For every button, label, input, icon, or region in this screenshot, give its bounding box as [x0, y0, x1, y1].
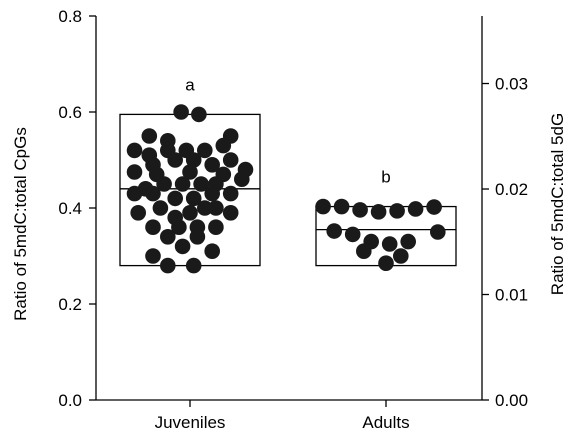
- data-point-juveniles: [156, 176, 172, 192]
- data-point-juveniles: [126, 164, 143, 180]
- left-y-ticks: 0.0 0.2 0.4 0.6 0.8: [58, 7, 96, 410]
- data-point-adults: [352, 202, 368, 218]
- data-point-juveniles: [222, 152, 239, 168]
- left-y-tick-label: 0.4: [58, 199, 82, 218]
- data-point-adults: [378, 255, 394, 271]
- data-point-juveniles: [197, 142, 213, 159]
- data-point-adults: [426, 199, 442, 215]
- data-point-adults: [315, 198, 331, 215]
- data-points: [126, 104, 446, 274]
- right-y-tick-label: 0.00: [495, 391, 528, 410]
- data-point-adults: [370, 204, 387, 220]
- data-point-adults: [430, 224, 446, 240]
- data-point-juveniles: [174, 176, 191, 192]
- data-point-adults: [407, 201, 424, 217]
- data-point-juveniles: [222, 185, 239, 202]
- data-point-juveniles: [191, 106, 207, 123]
- data-point-juveniles: [167, 190, 183, 207]
- data-point-juveniles: [174, 238, 191, 255]
- data-point-juveniles: [160, 229, 176, 245]
- data-point-juveniles: [160, 257, 176, 274]
- data-point-juveniles: [171, 219, 187, 235]
- left-y-tick-label: 0.0: [58, 391, 82, 410]
- right-y-tick-label: 0.02: [495, 180, 528, 199]
- right-y-ticks: 0.00 0.01 0.02 0.03: [482, 75, 528, 410]
- data-point-juveniles: [185, 190, 202, 207]
- data-point-juveniles: [152, 200, 169, 216]
- data-point-juveniles: [126, 185, 143, 202]
- data-point-juveniles: [145, 219, 161, 235]
- data-point-juveniles: [204, 243, 220, 259]
- data-point-adults: [393, 248, 409, 264]
- right-y-axis-title: Ratio of 5mdC:total 5dG: [548, 113, 567, 295]
- data-point-adults: [389, 203, 405, 219]
- category-label-juveniles: Juveniles: [155, 413, 226, 431]
- data-point-juveniles: [234, 171, 250, 187]
- data-point-juveniles: [197, 200, 213, 216]
- data-point-adults: [344, 226, 361, 243]
- data-point-juveniles: [208, 200, 224, 216]
- data-point-juveniles: [167, 152, 183, 168]
- data-point-juveniles: [145, 248, 161, 264]
- data-point-juveniles: [145, 185, 161, 202]
- left-y-tick-label: 0.2: [58, 295, 82, 314]
- left-y-tick-label: 0.8: [58, 7, 82, 26]
- data-point-adults: [356, 243, 372, 259]
- right-y-tick-label: 0.03: [495, 75, 528, 94]
- data-point-juveniles: [130, 205, 146, 221]
- x-ticks: Juveniles Adults: [155, 400, 410, 431]
- significance-labels: ab: [185, 75, 390, 186]
- data-point-adults: [326, 223, 343, 239]
- right-y-tick-label: 0.01: [495, 286, 528, 305]
- data-point-juveniles: [215, 137, 232, 154]
- data-point-adults: [333, 198, 350, 215]
- data-point-juveniles: [185, 152, 202, 168]
- significance-label-adults: b: [381, 168, 390, 187]
- data-point-juveniles: [182, 205, 198, 221]
- category-label-adults: Adults: [362, 413, 409, 431]
- data-point-juveniles: [193, 176, 209, 192]
- data-point-juveniles: [173, 104, 189, 120]
- left-y-tick-label: 0.6: [58, 103, 82, 122]
- data-point-juveniles: [208, 219, 224, 235]
- data-point-juveniles: [204, 185, 220, 202]
- significance-label-juveniles: a: [185, 75, 195, 94]
- left-y-axis-title: Ratio of 5mdC:total CpGs: [11, 127, 30, 321]
- data-point-adults: [400, 233, 417, 250]
- data-point-juveniles: [141, 128, 158, 144]
- data-point-juveniles: [189, 229, 206, 245]
- data-point-juveniles: [182, 164, 198, 180]
- data-point-juveniles: [222, 205, 239, 221]
- data-point-juveniles: [185, 257, 202, 274]
- data-point-adults: [381, 236, 398, 252]
- data-point-juveniles: [204, 157, 220, 173]
- data-point-juveniles: [126, 142, 143, 159]
